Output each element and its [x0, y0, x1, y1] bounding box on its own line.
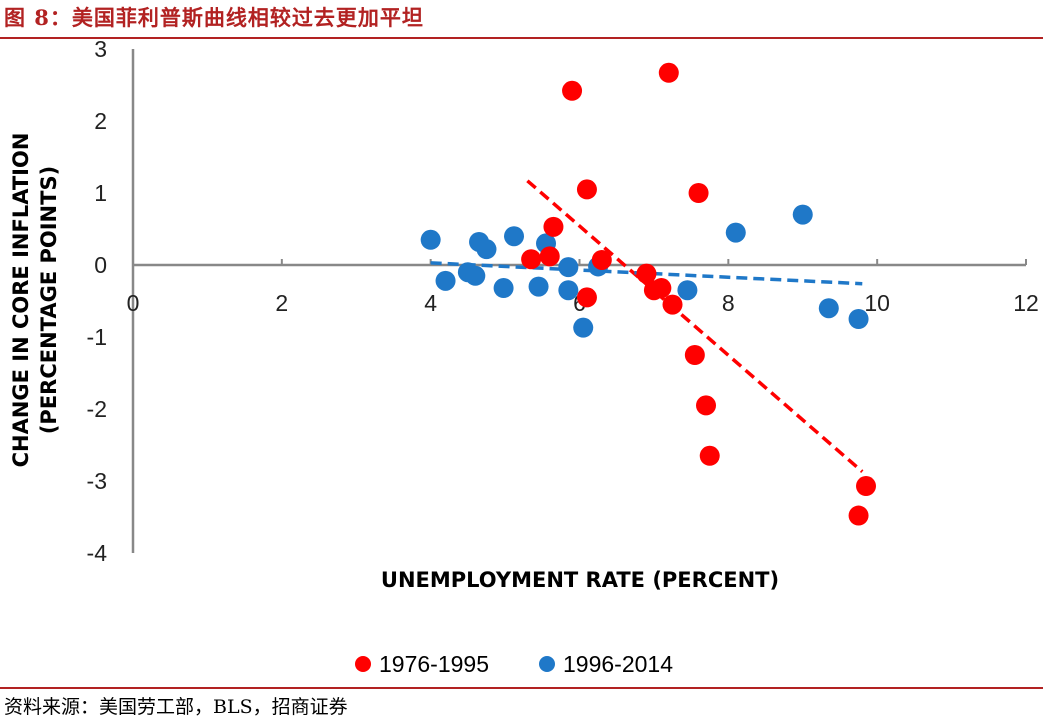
data-point: [662, 294, 683, 315]
y-tick-label: -2: [87, 396, 107, 422]
data-point: [651, 278, 672, 299]
data-point: [576, 179, 597, 200]
y-tick-label: 3: [94, 36, 107, 62]
legend: 1976-1995 1996-2014: [355, 651, 673, 677]
legend-marker: [355, 656, 371, 672]
data-point: [636, 263, 657, 284]
x-tick-label: 4: [424, 290, 437, 316]
legend-label: 1996-2014: [563, 651, 673, 677]
y-tick-label: 1: [94, 180, 107, 206]
data-point: [420, 229, 441, 250]
data-point: [856, 476, 877, 497]
data-point: [576, 287, 597, 308]
y-axis-title-line1: CHANGE IN CORE INFLATION: [9, 133, 33, 468]
data-point: [558, 257, 579, 278]
x-tick-label: 0: [127, 290, 140, 316]
title-rule: [0, 37, 1043, 39]
data-point: [562, 80, 583, 101]
data-point: [476, 239, 497, 260]
data-points: [420, 62, 877, 526]
data-point: [493, 278, 514, 299]
data-point: [591, 249, 612, 270]
data-point: [521, 249, 542, 270]
source-rule: [0, 687, 1043, 689]
data-point: [677, 280, 698, 301]
y-tick-label: 2: [94, 108, 107, 134]
y-axis-title-line2: (PERCENTAGE POINTS): [37, 166, 61, 434]
data-point: [539, 246, 560, 267]
legend-label: 1976-1995: [379, 651, 489, 677]
scatter-chart: CHANGE IN CORE INFLATION (PERCENTAGE POI…: [9, 36, 1039, 677]
axes: [131, 49, 1027, 553]
data-point: [688, 183, 709, 203]
data-point: [528, 276, 549, 297]
trend-line: [526, 179, 864, 473]
y-axis-title: CHANGE IN CORE INFLATION (PERCENTAGE POI…: [9, 133, 61, 468]
data-point: [725, 222, 746, 243]
data-point: [699, 445, 720, 466]
data-point: [818, 298, 839, 319]
data-point: [573, 317, 594, 338]
data-point: [848, 309, 869, 329]
data-point: [848, 505, 869, 526]
legend-marker: [539, 656, 555, 672]
y-tick-label: 0: [94, 252, 107, 278]
data-point: [435, 270, 456, 291]
x-tick-label: 10: [864, 290, 890, 316]
x-tick-label: 2: [275, 290, 288, 316]
trend-lines: [430, 179, 864, 473]
y-tick-label: -4: [87, 540, 108, 566]
y-tick-label: -1: [87, 324, 107, 350]
figure-title: 图 8：美国菲利普斯曲线相较过去更加平坦: [4, 5, 424, 30]
source-note: 资料来源：美国劳工部，BLS，招商证券: [4, 696, 348, 718]
trend-line: [430, 261, 863, 286]
data-point: [658, 62, 679, 83]
data-point: [465, 265, 486, 286]
x-tick-label: 12: [1013, 290, 1039, 316]
y-tick-label: -3: [87, 468, 107, 494]
data-point: [684, 345, 705, 365]
data-point: [558, 280, 579, 301]
x-axis-title: UNEMPLOYMENT RATE (PERCENT): [381, 568, 779, 592]
x-tick-label: 8: [722, 290, 735, 316]
data-point: [504, 226, 525, 247]
data-point: [543, 216, 564, 237]
data-point: [696, 395, 717, 416]
data-point: [792, 204, 813, 225]
tick-labels: 0246810123210-1-2-3-4: [87, 36, 1039, 566]
